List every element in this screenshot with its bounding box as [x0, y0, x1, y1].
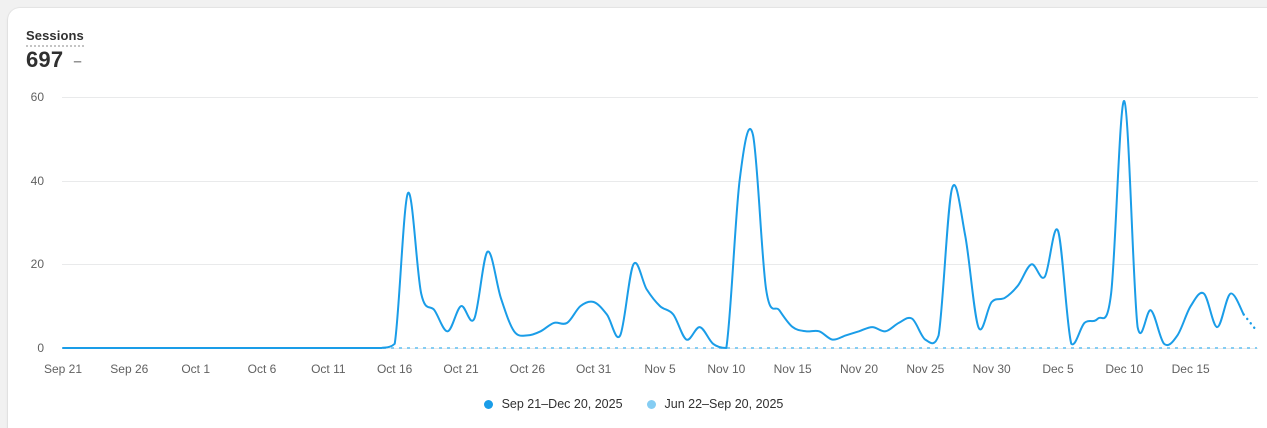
legend-item-1: Jun 22–Sep 20, 2025 [646, 397, 784, 411]
x-axis-label: Nov 30 [972, 362, 1011, 376]
x-axis-label: Dec 10 [1105, 362, 1144, 376]
x-axis-label: Nov 20 [839, 362, 879, 376]
x-axis-label: Nov 10 [707, 362, 746, 376]
legend-label: Sep 21–Dec 20, 2025 [501, 397, 623, 411]
current-period-line-provisional-tail [1242, 313, 1259, 333]
gridline [62, 96, 1258, 98]
x-axis-label: Sep 26 [110, 362, 149, 376]
legend-item-0: Sep 21–Dec 20, 2025 [483, 397, 623, 411]
metric-row: 697 – [26, 47, 82, 73]
x-axis-label: Oct 21 [443, 362, 479, 376]
sessions-chart-card [8, 8, 1267, 428]
legend-dot-icon [483, 399, 493, 409]
chart-legend: Sep 21–Dec 20, 2025 Jun 22–Sep 20, 2025 [0, 397, 1267, 411]
x-axis-label: Oct 16 [376, 362, 413, 376]
gridline [62, 264, 1258, 266]
gridline [62, 348, 1258, 349]
x-axis-label: Nov 5 [644, 362, 676, 376]
y-axis-label: 40 [30, 173, 44, 188]
x-axis-label: Dec 5 [1042, 362, 1074, 376]
current-period-line [62, 100, 1245, 349]
y-axis-label: 60 [30, 89, 44, 104]
x-axis-label: Oct 1 [181, 362, 210, 376]
chart-title[interactable]: Sessions [26, 28, 84, 47]
y-axis-label: 0 [37, 341, 44, 355]
x-axis-label: Oct 6 [247, 362, 277, 376]
x-axis-label: Sep 21 [43, 362, 83, 376]
gridline [62, 180, 1258, 182]
x-axis-label: Nov 25 [906, 362, 945, 376]
y-axis-label: 20 [30, 257, 44, 272]
sessions-total-value: 697 [26, 47, 64, 72]
legend-dot-icon [646, 399, 656, 409]
legend-label: Jun 22–Sep 20, 2025 [664, 397, 784, 411]
comparison-change-dash: – [73, 52, 82, 70]
x-axis-label: Oct 31 [575, 362, 612, 376]
chart-header: Sessions [26, 27, 84, 47]
x-axis-label: Oct 11 [311, 362, 346, 376]
sessions-line-chart[interactable] [62, 90, 1259, 358]
x-axis-label: Oct 26 [509, 362, 545, 376]
x-axis-label: Dec 15 [1171, 362, 1210, 376]
x-axis-label: Nov 15 [773, 362, 812, 376]
